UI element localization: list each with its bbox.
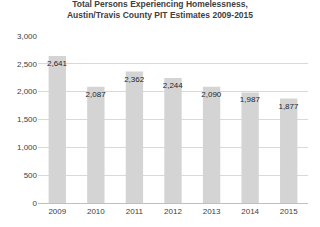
svg-text:3,000: 3,000 bbox=[17, 32, 38, 41]
svg-text:2012: 2012 bbox=[164, 207, 182, 216]
svg-text:0: 0 bbox=[33, 199, 38, 208]
svg-text:1,987: 1,987 bbox=[240, 95, 261, 104]
svg-text:2014: 2014 bbox=[241, 207, 259, 216]
svg-text:2,244: 2,244 bbox=[163, 81, 184, 90]
svg-text:2011: 2011 bbox=[126, 207, 144, 216]
svg-text:2,362: 2,362 bbox=[124, 75, 145, 84]
svg-text:500: 500 bbox=[24, 171, 38, 180]
svg-text:2,500: 2,500 bbox=[17, 60, 38, 69]
svg-text:2013: 2013 bbox=[203, 207, 221, 216]
svg-text:1,500: 1,500 bbox=[17, 115, 38, 124]
svg-text:2,087: 2,087 bbox=[86, 90, 107, 99]
svg-text:2010: 2010 bbox=[87, 207, 105, 216]
svg-text:2,000: 2,000 bbox=[17, 87, 38, 96]
svg-text:1,877: 1,877 bbox=[278, 102, 299, 111]
svg-text:2009: 2009 bbox=[48, 207, 66, 216]
svg-text:Total Persons Experiencing Hom: Total Persons Experiencing Homelessness,… bbox=[67, 0, 253, 20]
svg-text:1,000: 1,000 bbox=[17, 143, 38, 152]
svg-text:2,090: 2,090 bbox=[201, 90, 222, 99]
svg-text:2,641: 2,641 bbox=[47, 59, 68, 68]
svg-text:2015: 2015 bbox=[280, 207, 298, 216]
